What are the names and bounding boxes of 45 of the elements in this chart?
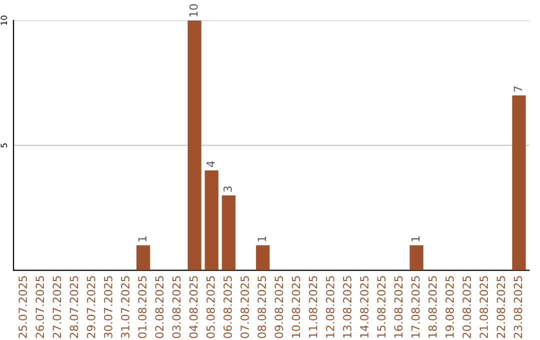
x-tick-label: 27.07.2025	[52, 276, 62, 338]
data-label: 1	[258, 236, 266, 242]
x-tick-label: 10.08.2025	[292, 276, 300, 338]
bar	[204, 170, 218, 270]
x-tick-label: 18.08.2025	[428, 276, 437, 338]
x-tick-label: 17.08.2025	[411, 276, 420, 338]
bar	[512, 95, 526, 270]
x-tick-label: 09.08.2025	[274, 276, 284, 338]
x-tick-label: 31.07.2025	[121, 276, 130, 338]
x-tick-label: 26.07.2025	[36, 276, 44, 338]
x-tick-label: 13.08.2025	[343, 276, 352, 338]
data-label: 3	[223, 186, 232, 192]
bar	[222, 195, 236, 270]
x-tick-label: 04.08.2025	[189, 276, 198, 338]
bar	[410, 245, 424, 270]
x-tick-label: 23.08.2025	[514, 276, 522, 338]
bar	[256, 245, 270, 270]
x-tick-label: 05.08.2025	[206, 276, 215, 338]
x-tick-label: 20.08.2025	[462, 276, 471, 338]
data-label: 1	[138, 236, 146, 242]
data-label: 7	[514, 86, 522, 92]
bar	[188, 20, 202, 270]
x-tick-label: 15.08.2025	[377, 276, 386, 338]
x-tick-label: 22.08.2025	[496, 276, 506, 338]
data-label: 10	[189, 4, 198, 16]
data-label: 4	[206, 161, 215, 168]
data-label: 1	[411, 236, 420, 242]
x-tick-label: 11.08.2025	[308, 276, 318, 338]
x-tick-label: 03.08.2025	[172, 276, 181, 338]
x-tick-label: 30.07.2025	[104, 276, 112, 338]
x-tick-label: 08.08.2025	[258, 276, 266, 338]
x-tick-label: 25.07.2025	[18, 276, 27, 338]
y-tick-label: 5	[0, 143, 8, 148]
x-tick-label: 21.08.2025	[480, 276, 488, 338]
x-tick-label: 19.08.2025	[445, 276, 454, 338]
x-tick-label: 16.08.2025	[394, 276, 403, 338]
bar	[136, 245, 150, 270]
x-tick-label: 01.08.2025	[138, 276, 147, 338]
x-tick-label: 14.08.2025	[360, 276, 368, 338]
x-tick-label: 02.08.2025	[155, 276, 164, 338]
x-tick-label: 07.08.2025	[240, 276, 249, 338]
x-tick-label: 29.07.2025	[86, 276, 96, 338]
x-tick-label: 12.08.2025	[326, 276, 334, 338]
x-tick-label: 28.07.2025	[70, 276, 78, 338]
x-tick-label: 06.08.2025	[223, 276, 232, 338]
